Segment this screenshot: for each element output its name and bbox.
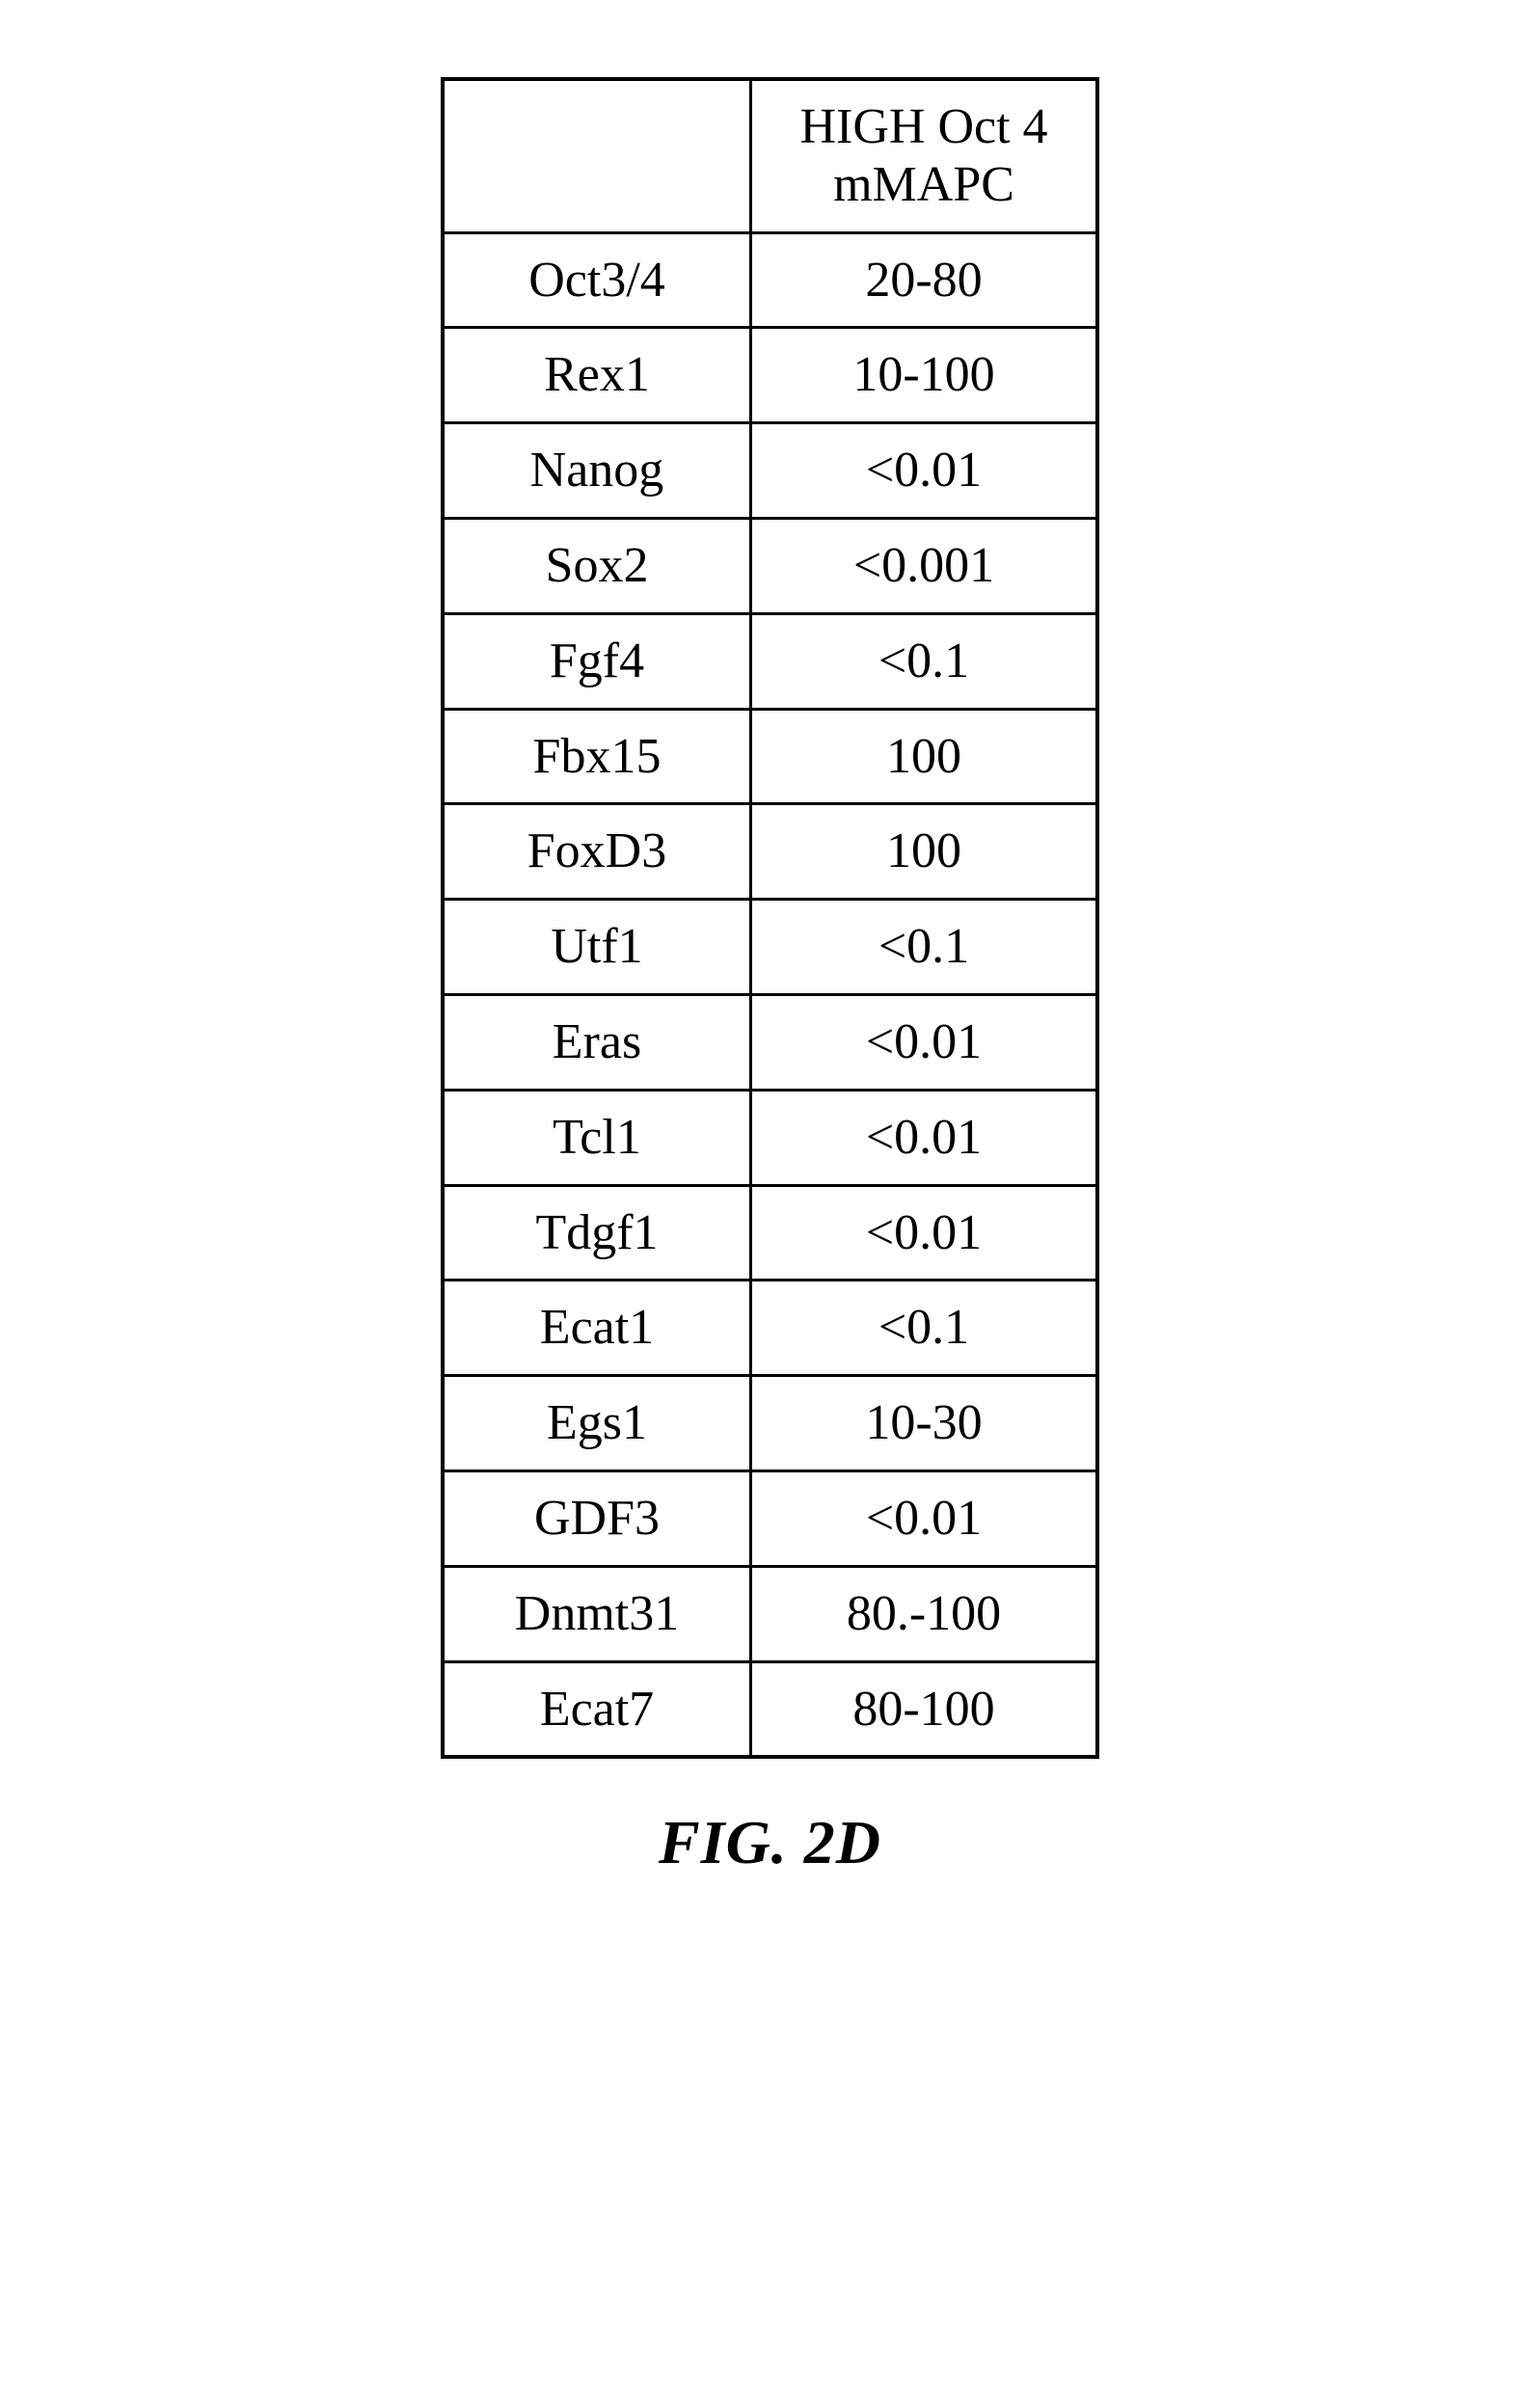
table-row: Ecat780-100 bbox=[443, 1661, 1097, 1757]
gene-value: <0.1 bbox=[751, 1281, 1098, 1376]
header-line1: HIGH Oct 4 bbox=[799, 99, 1047, 154]
gene-label: Fbx15 bbox=[443, 709, 751, 804]
gene-value: <0.01 bbox=[751, 1185, 1098, 1281]
gene-value: <0.01 bbox=[751, 423, 1098, 519]
gene-label: GDF3 bbox=[443, 1470, 751, 1566]
gene-label: Fgf4 bbox=[443, 613, 751, 709]
gene-value: 10-100 bbox=[751, 328, 1098, 423]
table-row: Tcl1<0.01 bbox=[443, 1090, 1097, 1185]
table-row: Egs110-30 bbox=[443, 1376, 1097, 1471]
table-row: Tdgf1<0.01 bbox=[443, 1185, 1097, 1281]
table-row: Eras<0.01 bbox=[443, 994, 1097, 1090]
table-row: Fgf4<0.1 bbox=[443, 613, 1097, 709]
gene-expression-table: HIGH Oct 4 mMAPC Oct3/420-80 Rex110-100 … bbox=[441, 77, 1099, 1759]
gene-value: 10-30 bbox=[751, 1376, 1098, 1471]
table-row: Utf1<0.1 bbox=[443, 900, 1097, 995]
table-row: Oct3/420-80 bbox=[443, 232, 1097, 328]
gene-label: Tdgf1 bbox=[443, 1185, 751, 1281]
gene-label: Tcl1 bbox=[443, 1090, 751, 1185]
gene-label: Oct3/4 bbox=[443, 232, 751, 328]
gene-label: FoxD3 bbox=[443, 804, 751, 900]
figure-2d-wrapper: HIGH Oct 4 mMAPC Oct3/420-80 Rex110-100 … bbox=[441, 77, 1099, 1878]
gene-label: Ecat7 bbox=[443, 1661, 751, 1757]
header-line2: mMAPC bbox=[833, 157, 1014, 212]
gene-value: <0.01 bbox=[751, 994, 1098, 1090]
table-row: GDF3<0.01 bbox=[443, 1470, 1097, 1566]
gene-label: Dnmt31 bbox=[443, 1566, 751, 1661]
table-row: FoxD3100 bbox=[443, 804, 1097, 900]
gene-label: Sox2 bbox=[443, 518, 751, 613]
gene-value: 80.-100 bbox=[751, 1566, 1098, 1661]
table-row: Dnmt3180.-100 bbox=[443, 1566, 1097, 1661]
gene-value: 100 bbox=[751, 804, 1098, 900]
gene-value: <0.01 bbox=[751, 1470, 1098, 1566]
gene-value: 80-100 bbox=[751, 1661, 1098, 1757]
table-row: Rex110-100 bbox=[443, 328, 1097, 423]
gene-label: Rex1 bbox=[443, 328, 751, 423]
table-body: Oct3/420-80 Rex110-100 Nanog<0.01 Sox2<0… bbox=[443, 232, 1097, 1757]
figure-caption: FIG. 2D bbox=[659, 1807, 881, 1878]
gene-label: Eras bbox=[443, 994, 751, 1090]
gene-value: <0.1 bbox=[751, 613, 1098, 709]
gene-value: <0.1 bbox=[751, 900, 1098, 995]
table-row: Ecat1<0.1 bbox=[443, 1281, 1097, 1376]
header-value: HIGH Oct 4 mMAPC bbox=[751, 79, 1098, 232]
table-header-row: HIGH Oct 4 mMAPC bbox=[443, 79, 1097, 232]
gene-label: Ecat1 bbox=[443, 1281, 751, 1376]
table-row: Nanog<0.01 bbox=[443, 423, 1097, 519]
gene-label: Egs1 bbox=[443, 1376, 751, 1471]
table-row: Fbx15100 bbox=[443, 709, 1097, 804]
table-row: Sox2<0.001 bbox=[443, 518, 1097, 613]
gene-label: Utf1 bbox=[443, 900, 751, 995]
header-empty bbox=[443, 79, 751, 232]
gene-value: <0.01 bbox=[751, 1090, 1098, 1185]
gene-value: 20-80 bbox=[751, 232, 1098, 328]
gene-value: 100 bbox=[751, 709, 1098, 804]
gene-value: <0.001 bbox=[751, 518, 1098, 613]
gene-label: Nanog bbox=[443, 423, 751, 519]
